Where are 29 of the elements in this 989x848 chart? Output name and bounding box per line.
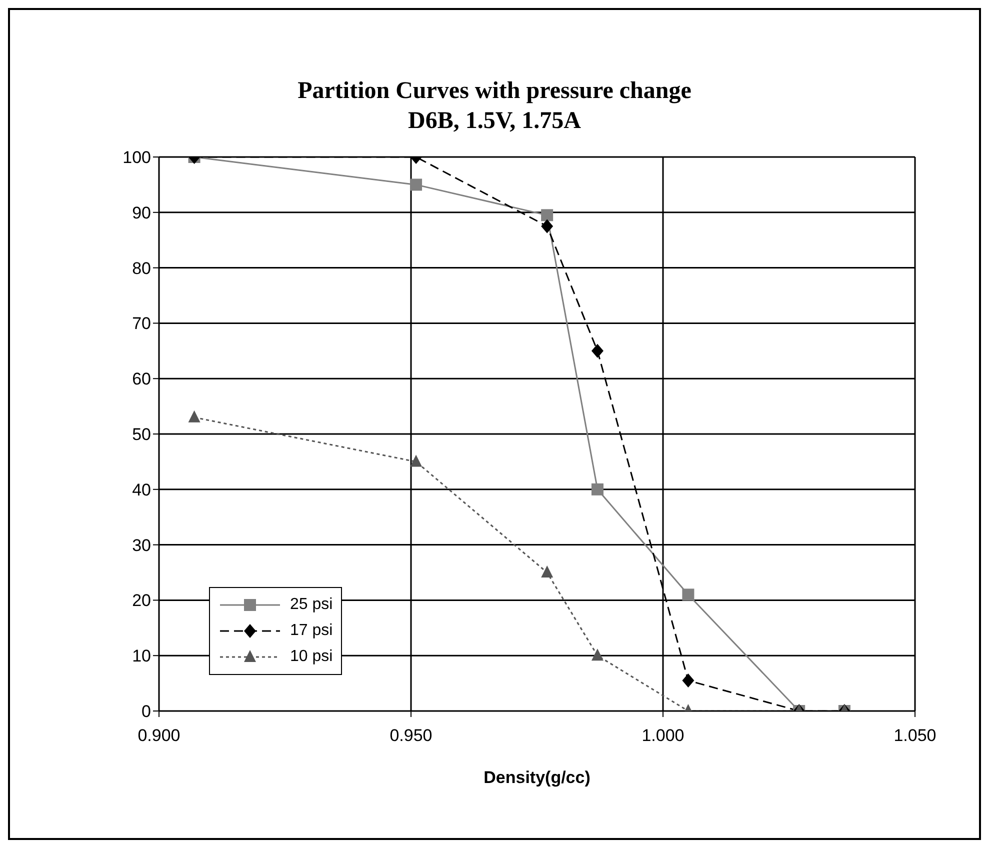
- legend-label: 10 psi: [290, 648, 333, 666]
- legend-label: 25 psi: [290, 596, 333, 614]
- legend-label: 17 psi: [290, 622, 333, 640]
- chart-subtitle: D6B, 1.5V, 1.75A: [407, 107, 582, 136]
- x-tick-label: 0.900: [138, 726, 180, 746]
- y-tick-label: 40: [132, 480, 151, 500]
- point: [188, 410, 200, 422]
- y-tick-label: 10: [132, 646, 151, 666]
- y-tick-label: 50: [132, 425, 151, 444]
- point: [541, 209, 554, 222]
- y-tick-label: 80: [132, 258, 151, 278]
- point: [541, 566, 554, 578]
- chart-title: Partition Curves with pressure change: [296, 77, 692, 106]
- point: [591, 344, 604, 358]
- x-axis-title: Density(g/cc): [484, 768, 590, 787]
- point: [410, 454, 422, 467]
- x-tick-label: 1.050: [894, 726, 936, 746]
- point: [541, 219, 554, 234]
- y-tick-label: 20: [132, 591, 151, 610]
- y-tick-label: 70: [132, 314, 151, 334]
- x-tick-label: 1.000: [642, 726, 684, 746]
- y-tick-label: 90: [132, 203, 151, 222]
- y-tick-label: 60: [132, 370, 151, 389]
- y-tick-label: 30: [132, 536, 151, 555]
- y-tick-label: 100: [122, 148, 151, 168]
- point: [591, 483, 604, 496]
- x-tick-label: 0.950: [390, 726, 432, 746]
- point: [410, 178, 422, 191]
- y-tick-label: 0: [142, 702, 151, 722]
